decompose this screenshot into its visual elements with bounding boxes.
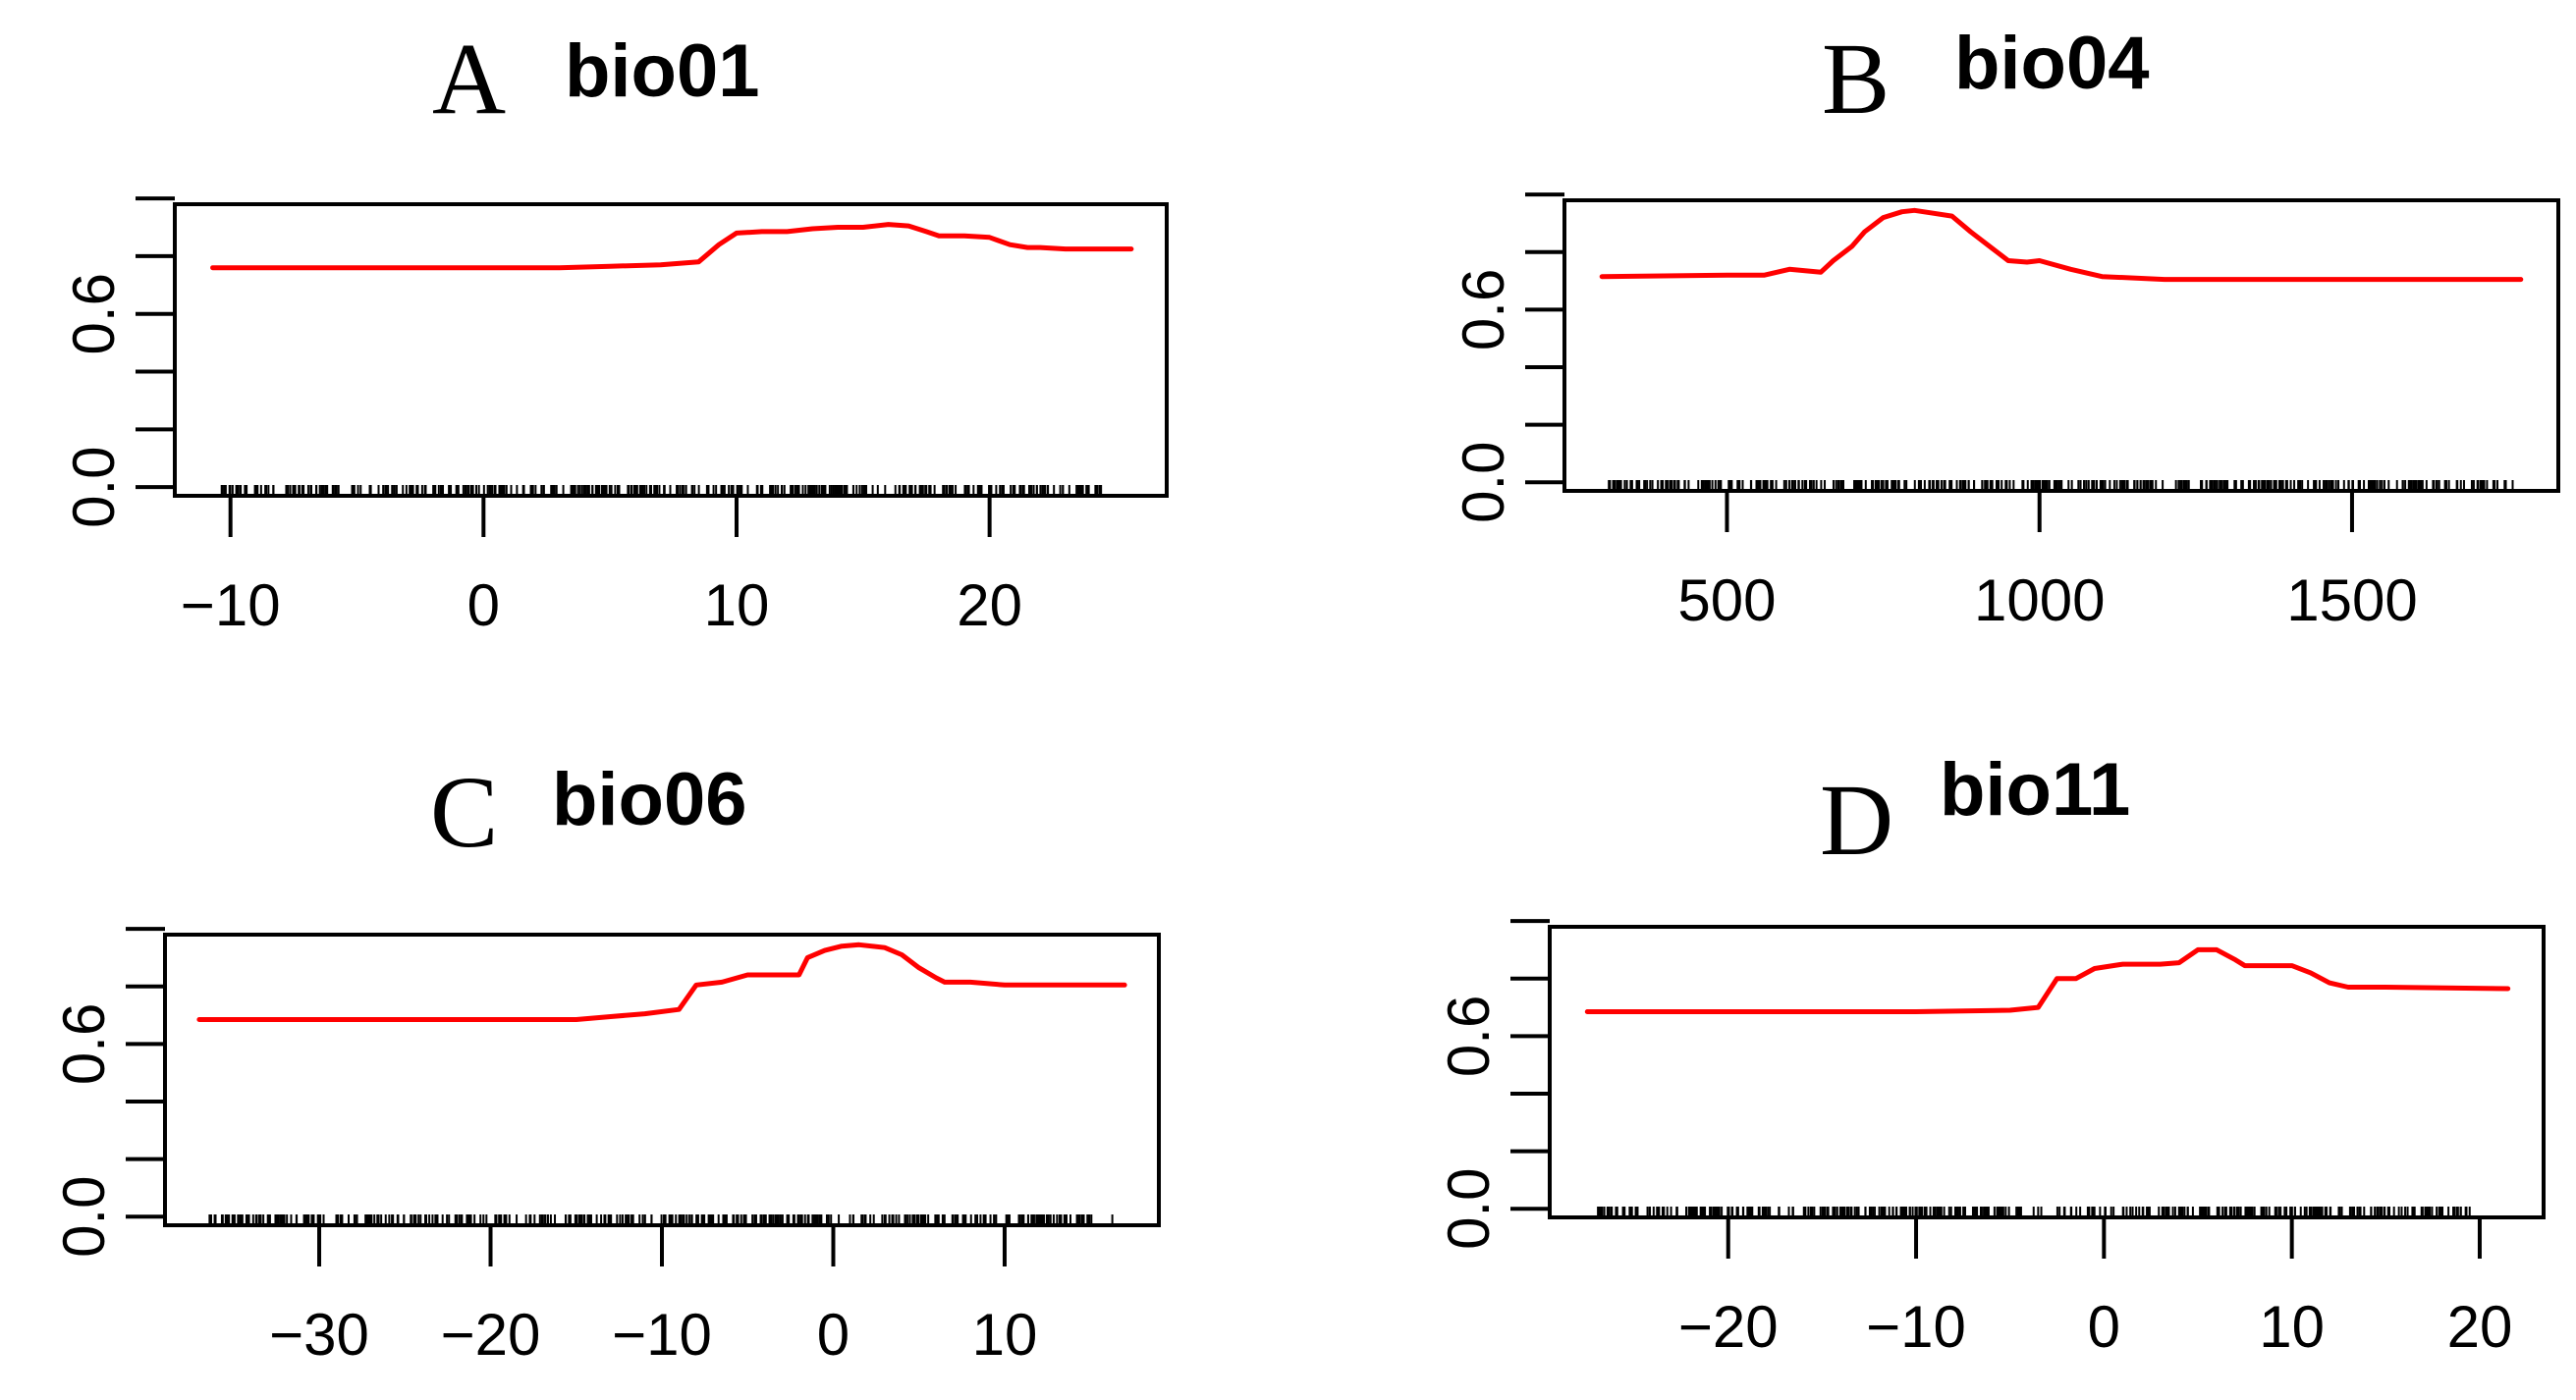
x-tick-label: 0	[817, 1302, 850, 1368]
x-tick-label: −10	[1866, 1294, 1966, 1360]
y-axis: 0.0 0.6	[1451, 192, 1564, 523]
plot-frame	[1548, 925, 2546, 1219]
x-tick-label: 20	[2447, 1294, 2513, 1360]
x-tick-label: 10	[704, 572, 770, 638]
x-tick-label: 20	[957, 572, 1022, 638]
x-tick-label: −20	[441, 1302, 541, 1368]
x-tick-label: 10	[2259, 1294, 2325, 1360]
response-curve	[210, 222, 1134, 271]
x-tick-label: −10	[181, 572, 281, 638]
panel-title: bio01	[565, 29, 760, 113]
y-tick-label: 0.6	[1436, 996, 1502, 1077]
y-tick-label: 0.0	[51, 1175, 117, 1257]
panel-c: C bio06 0.0 0.6 −30 −20 −10 0 10	[51, 756, 1161, 1368]
panel-title: bio06	[552, 758, 747, 841]
panel-letter: D	[1820, 764, 1893, 877]
x-tick-label: 10	[972, 1302, 1038, 1368]
x-axis: −10 0 10 20	[181, 496, 1022, 638]
response-curve	[1584, 946, 2511, 1014]
x-tick-label: −20	[1678, 1294, 1779, 1360]
response-curve	[196, 942, 1127, 1022]
panel-title: bio04	[1954, 22, 2150, 105]
rug-marks	[208, 1214, 1114, 1223]
x-axis: −20 −10 0 10 20	[1678, 1217, 2512, 1360]
rug-marks	[1608, 480, 2514, 489]
panel-title: bio11	[1940, 748, 2130, 832]
y-axis: 0.0 0.6	[61, 196, 175, 528]
panel-b: B bio04 0.0 0.6 500 1000 1500	[1451, 22, 2560, 633]
plot-frame	[1562, 198, 2560, 493]
x-tick-label: 0	[467, 572, 500, 638]
y-axis: 0.0 0.6	[51, 927, 165, 1258]
x-tick-label: −30	[269, 1302, 369, 1368]
y-tick-label: 0.6	[61, 273, 127, 354]
x-tick-label: 0	[2088, 1294, 2120, 1360]
y-tick-label: 0.6	[1451, 269, 1516, 350]
y-axis: 0.0 0.6	[1436, 919, 1550, 1250]
x-axis: −30 −20 −10 0 10	[269, 1225, 1037, 1368]
x-tick-label: 1500	[2286, 567, 2417, 633]
x-axis: 500 1000 1500	[1677, 491, 2418, 633]
x-tick-label: 1000	[1974, 567, 2105, 633]
rug-marks	[1597, 1207, 2471, 1215]
panel-d: D bio11 0.0 0.6 −20 −10 0 10 20	[1436, 748, 2546, 1360]
x-tick-label: −10	[612, 1302, 712, 1368]
plot-frame	[163, 933, 1161, 1227]
y-tick-label: 0.0	[1436, 1167, 1502, 1249]
y-tick-label: 0.0	[61, 446, 127, 527]
response-curve	[1599, 207, 2524, 283]
panel-letter: A	[432, 23, 506, 135]
rug-marks	[220, 485, 1103, 494]
y-tick-label: 0.0	[1451, 441, 1516, 522]
panel-letter: C	[430, 756, 498, 869]
plot-frame	[173, 202, 1169, 498]
x-tick-label: 500	[1677, 567, 1776, 633]
panel-letter: B	[1822, 23, 1890, 135]
panel-a: A bio01 0.0 0.6 −10 0 10 20	[61, 23, 1169, 638]
y-tick-label: 0.6	[51, 1003, 117, 1085]
